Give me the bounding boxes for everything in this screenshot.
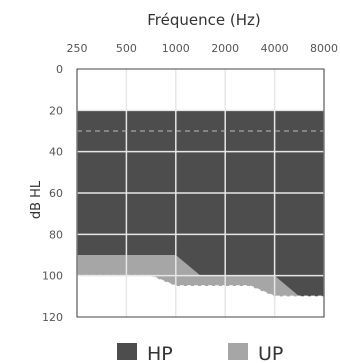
x-tick-1000: 1000 [162, 42, 190, 55]
legend: HP UP [117, 343, 283, 363]
legend-swatch-up [228, 343, 248, 360]
x-tick-2000: 2000 [211, 42, 239, 55]
y-tick-40: 40 [49, 146, 63, 159]
y-tick-0: 0 [56, 63, 63, 76]
legend-label-hp: HP [147, 343, 173, 363]
y-tick-80: 80 [49, 228, 63, 241]
y-tick-60: 60 [49, 187, 63, 200]
plot-area: 250 500 1000 2000 4000 8000 0 20 40 60 80 100 120 [42, 42, 338, 324]
legend-swatch-hp [117, 343, 137, 360]
y-tick-20: 20 [49, 104, 63, 117]
legend-label-up: UP [258, 343, 283, 363]
x-tick-4000: 4000 [261, 42, 289, 55]
plot-border [76, 68, 325, 318]
y-axis-label: dB HL [29, 180, 44, 219]
x-tick-500: 500 [116, 42, 137, 55]
below-range-area [77, 275, 324, 317]
x-tick-8000: 8000 [310, 42, 338, 55]
y-tick-100: 100 [42, 270, 63, 283]
y-tick-120: 120 [42, 311, 63, 324]
series-hp-area [77, 110, 324, 297]
chart-title: Fréquence (Hz) [147, 11, 260, 29]
x-tick-250: 250 [67, 42, 88, 55]
